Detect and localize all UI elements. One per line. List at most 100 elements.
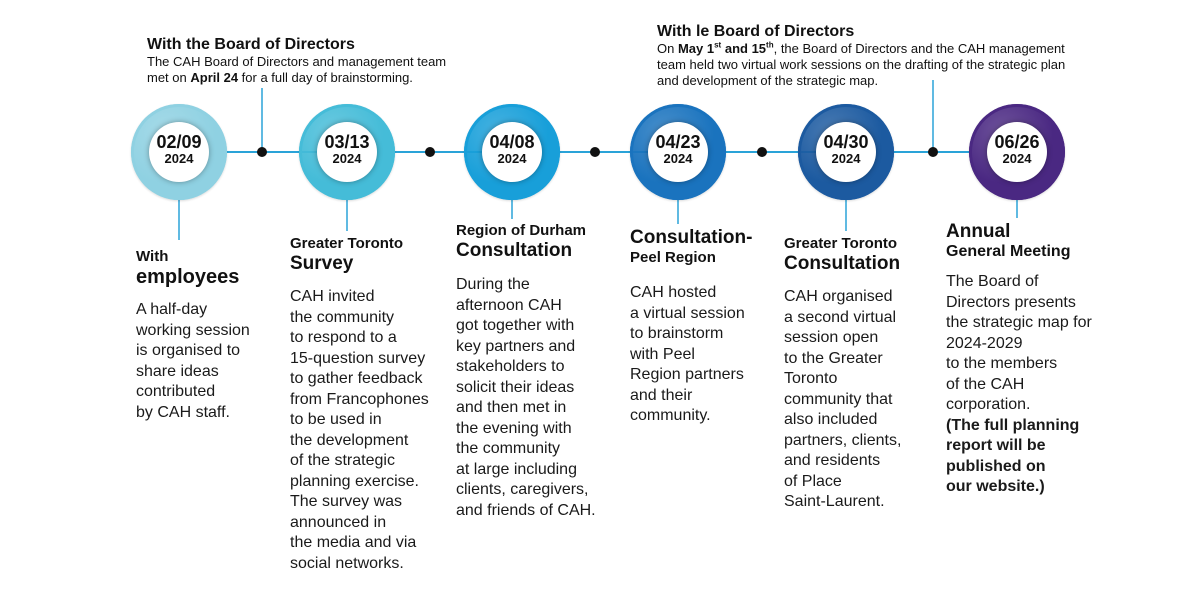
timeline-dot-5 <box>928 147 938 157</box>
description-line: Toronto <box>784 370 838 387</box>
description-line: and residents <box>784 452 881 469</box>
description-line: Saint-Laurent. <box>784 493 885 510</box>
description-line: of Place <box>784 472 842 490</box>
description-line: The survey was <box>290 493 403 510</box>
description-line: to the Greater <box>784 349 883 367</box>
milestone-description: CAH organised a second virtual session ope… <box>784 287 934 513</box>
description-line: CAH invited <box>290 288 375 305</box>
date-badge: 04/30 2024 <box>816 122 876 182</box>
milestone-date: 04/30 <box>823 132 869 152</box>
description-line: and friends of CAH. <box>456 501 596 519</box>
description-line: A half-day <box>136 301 208 318</box>
milestone-heading: Region of Durham <box>456 222 586 239</box>
top-note-board-april: With the Board of Directors The CAH Boar… <box>147 36 467 86</box>
milestone-date: 04/23 <box>655 132 701 152</box>
milestone-heading: With <box>136 248 169 265</box>
milestone-subheading: Consultation <box>456 240 573 261</box>
top-note-title: With the Board of Directors <box>147 36 355 53</box>
description-line: the strategic map for <box>946 314 1092 331</box>
description-line: the community <box>456 440 561 457</box>
description-line: CAH organised <box>784 288 893 305</box>
timeline-dot-2 <box>425 147 435 157</box>
milestone-node-4: 04/23 2024 <box>630 104 726 200</box>
milestone-description: CAH hosted a virtual session to brainstorm… <box>630 283 790 427</box>
milestone-node-6: 06/26 2024 <box>969 104 1065 200</box>
milestone-heading: Consultation- <box>630 227 753 248</box>
milestone-heading: Greater Toronto <box>290 235 404 252</box>
description-line: to be used in <box>290 411 382 428</box>
milestone-date: 06/26 <box>994 132 1040 152</box>
top-note-body-line-2: team held two virtual work sessions on t… <box>657 57 1066 72</box>
description-line: share ideas <box>136 362 219 380</box>
milestone-year: 2024 <box>1002 151 1032 166</box>
description-line: 15-question survey <box>290 349 426 367</box>
timeline-dot-3 <box>590 147 600 157</box>
top-note-body-line-1: The CAH Board of Directors and managemen… <box>147 54 447 69</box>
milestone-date: 03/13 <box>324 132 370 152</box>
description-line: 2024-2029 <box>946 334 1023 352</box>
description-line: the development <box>290 431 409 449</box>
description-line: contributed <box>136 383 216 400</box>
description-line: community. <box>630 407 711 424</box>
date-badge: 04/08 2024 <box>482 122 542 182</box>
description-line: to brainstorm <box>630 325 724 342</box>
milestone-date: 02/09 <box>156 132 202 152</box>
top-note-body-line-3: and development of the strategic map. <box>657 73 879 88</box>
milestone-heading: Greater Toronto <box>784 235 898 252</box>
description-line: is organised to <box>136 342 241 359</box>
milestone-1-text: With employees A half-day working session… <box>136 248 286 423</box>
description-line: community that <box>784 390 893 408</box>
description-line: of the CAH <box>946 375 1025 393</box>
description-line: Region partners <box>630 366 744 383</box>
date-badge: 02/09 2024 <box>149 122 209 182</box>
description-line: corporation. <box>946 396 1031 413</box>
description-line: (The full planning <box>946 416 1080 434</box>
description-line: to gather feedback <box>290 370 423 387</box>
description-line: partners, clients, <box>784 431 902 449</box>
milestone-description: CAH invited the community to respond to a 1… <box>290 287 455 574</box>
milestone-heading: Annual <box>946 221 1011 242</box>
description-line: the community <box>290 308 395 326</box>
date-badge: 04/23 2024 <box>648 122 708 182</box>
milestone-year: 2024 <box>663 151 693 166</box>
milestone-4-text: Consultation- Peel Region CAH hosted a vi… <box>630 227 790 427</box>
date-badge: 03/13 2024 <box>317 122 377 182</box>
description-line: The Board of <box>946 273 1039 290</box>
milestone-subheading: employees <box>136 266 240 288</box>
description-line: to the members <box>946 355 1058 372</box>
description-line: and their <box>630 386 693 404</box>
milestone-3-text: Region of Durham Consultation During the… <box>456 222 621 521</box>
description-line: and then met in <box>456 399 567 416</box>
milestone-subheading: Survey <box>290 253 354 274</box>
description-line: stakeholders to <box>456 358 565 375</box>
milestone-subheading: Consultation <box>784 253 901 274</box>
description-line: a second virtual <box>784 308 897 326</box>
milestone-node-1: 02/09 2024 <box>131 104 227 200</box>
description-line: afternoon CAH <box>456 296 562 314</box>
milestone-node-5: 04/30 2024 <box>798 104 894 200</box>
description-line: at large including <box>456 460 577 478</box>
description-line: working session <box>136 321 250 339</box>
description-line: clients, caregivers, <box>456 481 589 498</box>
milestone-node-2: 03/13 2024 <box>299 104 395 200</box>
description-line: the evening with <box>456 419 572 437</box>
milestone-year: 2024 <box>831 151 861 166</box>
milestone-subheading: Peel Region <box>630 249 716 266</box>
description-line: social networks. <box>290 554 404 572</box>
timeline-dot-1 <box>257 147 267 157</box>
description-line: also included <box>784 411 878 428</box>
description-line: got together with <box>456 317 575 334</box>
description-line: session open <box>784 329 879 346</box>
milestone-description-note: (The full planning report will be publishe… <box>946 416 1126 498</box>
top-note-body-line-2: met on April 24 for a full day of brains… <box>147 70 413 85</box>
description-line: During the <box>456 276 530 293</box>
milestone-year: 2024 <box>497 151 527 166</box>
description-line: with Peel <box>630 345 695 363</box>
timeline-dot-4 <box>757 147 767 157</box>
milestone-6-text: Annual General Meeting The Board of Direc… <box>946 221 1126 498</box>
description-line: planning exercise. <box>290 472 419 490</box>
description-line: Directors presents <box>946 293 1076 311</box>
milestone-year: 2024 <box>332 151 362 166</box>
description-line: CAH hosted <box>630 284 717 301</box>
description-line: a virtual session <box>630 304 745 322</box>
